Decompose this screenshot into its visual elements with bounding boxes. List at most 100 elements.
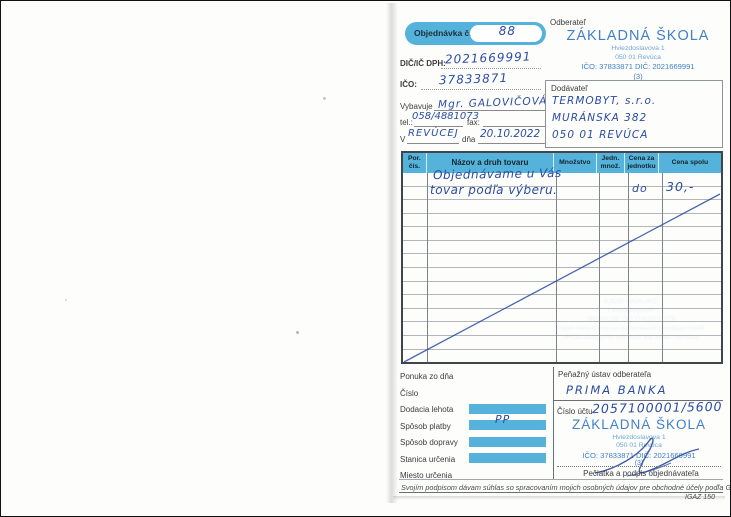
page-edge-shadow	[393, 496, 725, 500]
scan-speck	[65, 299, 67, 301]
diagonal-cancel-line	[403, 193, 721, 363]
school-stamp-top: ZÁKLADNÁ ŠKOLA Hviezdoslavova 1 050 01 R…	[553, 27, 723, 81]
ico-line	[421, 88, 541, 90]
supplier-street: MURÁNSKA 382	[552, 112, 648, 124]
scan-speck	[296, 331, 299, 334]
cislo-label: Číslo	[400, 389, 419, 398]
stamp-school-name: ZÁKLADNÁ ŠKOLA	[566, 28, 710, 44]
col-header-cena-jednotka: Cena za jednotku	[625, 153, 659, 173]
tel-line	[414, 126, 463, 127]
supplier-city: 050 01 REVÚCA	[552, 129, 649, 141]
order-note-line2: tovar podľa výberu.	[430, 183, 558, 197]
form-code: IGAZ 150	[685, 494, 715, 501]
sposob-dopravy-label: Spôsob dopravy	[400, 438, 458, 447]
fax-label: fax:	[467, 118, 480, 127]
col-header-nazov: Názov a druh tovaru	[427, 153, 555, 173]
stanica-urcenia-label: Stanica určenia	[400, 455, 456, 464]
page-fold-shadow	[386, 3, 398, 503]
stamp-ids: IČO: 37833871 DIČ: 2021669991	[581, 62, 695, 72]
school-stamp-bottom: ZÁKLADNÁ ŠKOLA Hviezdoslavova 1 050 01 R…	[554, 417, 724, 469]
stamp-ids: IČO: 37833871 DIČ: 2021669991	[582, 450, 696, 460]
supplier-box: Dodávateľ TERMOBYT, s.r.o. MURÁNSKA 382 …	[545, 80, 723, 148]
dic-line	[441, 67, 541, 69]
v-label: V	[400, 135, 406, 144]
ponuka-label: Ponuka zo dňa	[400, 372, 454, 381]
items-table: Por. čís. Názov a druh tovaru Množstvo J…	[401, 151, 723, 364]
stamp-city: 050 01 Revúca	[616, 442, 662, 450]
vybavuje-line	[434, 110, 546, 111]
table-body	[403, 173, 721, 362]
ico-value: 37833871	[438, 70, 509, 88]
footer-rule	[399, 492, 723, 493]
dna-line	[478, 143, 546, 144]
table-row	[403, 336, 721, 350]
ico-label: IČO:	[400, 80, 417, 89]
sposob-dopravy-field	[469, 437, 546, 447]
table-row	[403, 173, 721, 187]
dodacia-lehota-label: Dodacia lehota	[400, 405, 454, 414]
dna-value: 20.10.2022	[480, 128, 541, 140]
order-number-pill: Objednávka č.: 88	[405, 22, 546, 45]
table-row	[403, 322, 721, 336]
sposob-platby-label: Spôsob platby	[400, 422, 451, 431]
supplier-label: Dodávateľ	[551, 84, 588, 93]
dic-value: 2021669991	[444, 49, 532, 67]
v-line	[407, 143, 459, 144]
col-header-jedn-mnoz: Jedn. množ.	[597, 153, 626, 173]
table-column-line	[628, 173, 629, 362]
miesto-urcenia-label: Miesto určenia	[400, 471, 453, 480]
stamp-street: Hviezdoslavova 1	[611, 45, 665, 53]
payment-method-value: PP	[495, 413, 511, 426]
dic-label: DIČ/IČ DPH:	[400, 59, 446, 68]
order-number-field	[470, 25, 542, 42]
col-header-por-cis: Por. čís.	[403, 153, 427, 173]
table-row	[403, 295, 721, 309]
supplier-name: TERMOBYT, s.r.o.	[552, 95, 657, 107]
stamp-city: 050 01 Revúca	[615, 53, 661, 61]
signature-label: Pečiatka a podpis objednávateľa	[583, 469, 699, 478]
stamp-suffix: (3)	[633, 71, 643, 81]
vybavuje-value: Mgr. GALOVIČOVÁ	[437, 95, 548, 111]
table-header-row: Por. čís. Názov a druh tovaru Množstvo J…	[403, 153, 721, 173]
table-row	[403, 241, 721, 255]
bottom-section-divider	[553, 367, 554, 479]
stamp-suffix: (3)	[634, 460, 644, 468]
scan-speck	[323, 97, 326, 100]
odberatel-label: Odberateľ	[550, 18, 586, 27]
col-header-mnozstvo: Množstvo	[554, 153, 597, 173]
table-row	[403, 268, 721, 282]
bank-underline	[553, 400, 723, 401]
table-row	[403, 254, 721, 269]
sposob-platby-field	[469, 420, 546, 430]
bank-label: Peňažný ústav odberateľa	[558, 370, 652, 379]
account-label: Číslo účtu	[557, 407, 593, 416]
order-number-label: Objednávka č.:	[414, 28, 475, 38]
table-row	[403, 214, 721, 228]
stanica-urcenia-field	[469, 453, 546, 463]
table-row	[403, 309, 721, 323]
stamp-street: Hviezdoslavova 1	[612, 433, 666, 441]
table-row	[403, 227, 721, 241]
table-row	[403, 282, 721, 296]
gdpr-consent-text: Svojím podpisom dávam súhlas so spracova…	[401, 483, 731, 492]
table-column-line	[556, 173, 557, 362]
fax-line	[483, 126, 546, 127]
table-column-line	[599, 173, 600, 362]
v-value: REVÚCEJ	[408, 128, 459, 139]
col-header-cena-spolu: Cena spolu	[671, 159, 709, 167]
dna-label: dňa	[462, 135, 476, 144]
vybavuje-label: Vybavuje	[400, 102, 433, 111]
signature-dotted-line	[557, 466, 721, 467]
table-row	[403, 187, 721, 201]
tel-value: 058/4881073	[412, 111, 479, 122]
order-number-value: 88	[498, 24, 516, 38]
table-column-line	[427, 173, 428, 362]
dodacia-lehota-field	[469, 404, 546, 414]
bank-value: PRIMA BANKA	[566, 383, 668, 397]
footer-top-rule	[399, 479, 723, 480]
stamp-school-name: ZÁKLADNÁ ŠKOLA	[571, 417, 707, 432]
table-row	[403, 200, 721, 214]
table-column-line	[662, 173, 663, 362]
tel-label: tel.:	[400, 118, 413, 127]
